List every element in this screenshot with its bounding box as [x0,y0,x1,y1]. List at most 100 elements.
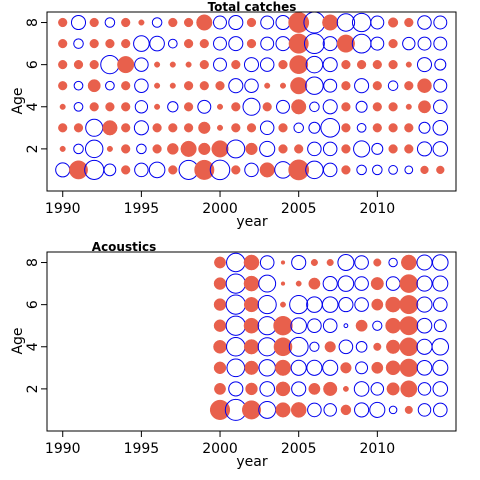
bubble-positive [308,277,321,290]
bubble-positive [386,339,401,354]
bubble-negative [433,319,447,333]
bubble-positive [401,254,417,271]
bubble-negative [351,33,372,54]
bubble-negative [322,318,338,334]
bubble-positive [183,123,194,133]
bubble-positive [168,123,178,133]
bubble-positive [198,142,211,155]
bubble-positive [213,361,227,375]
bubble-negative [309,341,320,352]
bubble-negative [432,120,449,136]
bubble-negative [242,97,261,116]
bubble-negative [244,162,259,178]
bubble-positive [405,103,412,110]
bubble-positive [152,123,162,133]
panel-acoustics: Acoustics 1990 1995 2000 2005 2010 2 4 6 8 year… [10,240,457,470]
y-axis-label: Age [10,87,26,114]
bubble-positive [245,382,258,396]
bubble-negative [291,254,307,271]
bubble-positive [326,258,334,267]
bubble-positive [169,82,176,89]
bubble-positive [404,144,414,154]
bubble-negative [354,78,370,94]
bubble-negative [402,36,416,51]
bubble-positive [89,38,99,49]
bubble-positive [386,382,400,396]
bubble-positive [121,123,131,133]
bubble-negative [369,401,386,418]
bubble-negative [432,275,449,292]
bubble-positive [288,12,310,33]
bubble-positive [243,297,260,313]
x-axis: 1990 1995 2000 2005 2010 [45,191,395,217]
bubble-positive [372,123,382,133]
bubble-negative [226,337,246,357]
bubble-positive [167,143,179,155]
bubble-positive [420,165,429,175]
bubble-negative [432,381,449,397]
bubble-negative [370,15,385,30]
bubble-positive [121,38,131,49]
bubble-positive [278,123,288,133]
bubble-positive [399,337,419,357]
bubble-positive [404,123,414,133]
bubble-positive [58,17,68,28]
chart-title: Acoustics [92,240,156,254]
bubble-positive [89,59,99,70]
bubble-positive [372,59,382,70]
bubble-negative [226,358,246,378]
bubble-negative [385,276,401,291]
bubble-negative [307,402,322,418]
x-tick-label: 2000 [202,201,238,217]
bubble-positive [180,140,197,157]
plot-frame [46,251,457,432]
bubble-positive [105,38,115,49]
bubble-positive [243,275,260,292]
x-tick-label: 1995 [124,441,160,457]
bubble-positive [102,120,118,136]
bubble-positive [341,81,351,91]
bubble-negative [306,359,323,376]
bubble-positive [278,59,288,70]
bubble-negative [388,257,398,268]
bubble-positive [341,123,351,133]
bubble-negative [322,99,338,115]
bubble-positive [214,382,226,395]
bubble-positive [231,59,241,70]
chart-title: Total catches [208,0,297,14]
y-tick-label: 2 [25,384,41,393]
bubble-negative [418,121,431,134]
bubble-negative [259,255,275,270]
bubble-positive [185,61,192,68]
bubble-negative [417,15,432,30]
bubble-negative [244,78,259,93]
bubble-negative [228,381,244,397]
x-tick-label: 2010 [360,441,396,457]
bubble-negative [197,99,212,114]
bubble-positive [399,295,419,315]
bubble-positive [323,381,338,396]
bubble-negative [416,141,433,157]
bubble-negative [307,141,322,157]
bubble-negative [355,361,369,375]
bubble-positive [275,381,291,397]
bubble-negative [323,78,338,93]
bubble-positive [213,340,227,354]
bubble-negative [276,99,290,114]
bubble-positive [373,342,382,351]
bubble-negative [432,141,449,157]
bubble-positive [231,165,241,175]
bubble-negative [290,317,307,334]
x-tick-label: 1995 [124,201,160,217]
bubble-positive [289,55,309,74]
bubble-positive [245,142,258,155]
bubble-negative [105,80,115,91]
bubble-negative [85,118,104,137]
bubble-positive [216,103,224,110]
bubble-positive [199,59,209,70]
bubble-positive [152,144,162,154]
bubble-positive [288,33,309,54]
bubble-negative [103,163,117,177]
bubble-positive [89,102,99,112]
bubble-positive [275,402,291,418]
